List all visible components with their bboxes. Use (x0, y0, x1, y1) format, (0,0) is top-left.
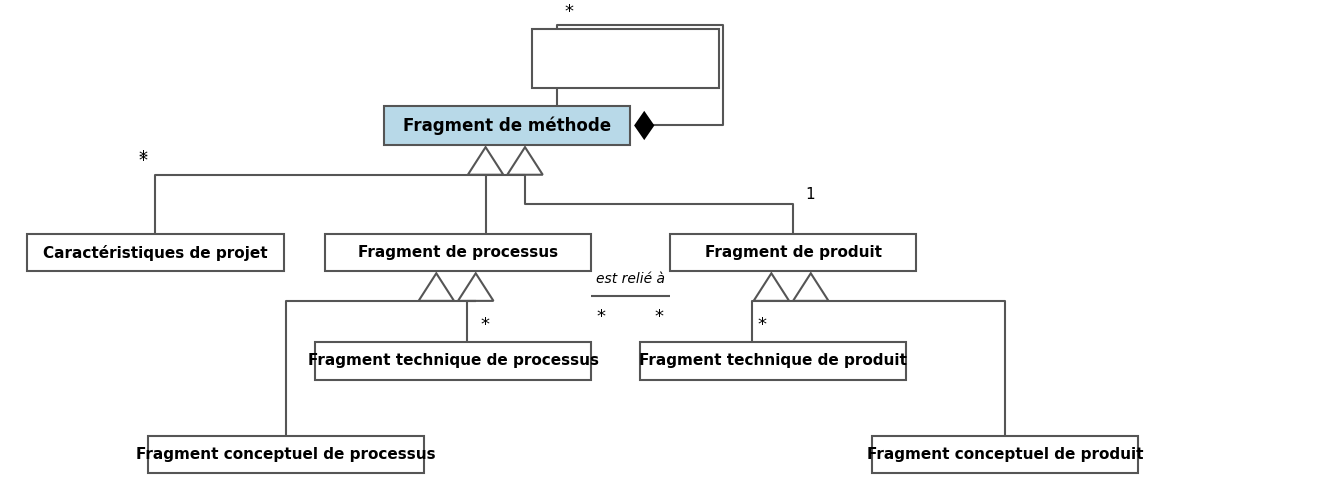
Text: *: * (655, 308, 664, 326)
Text: 1: 1 (804, 187, 815, 202)
Text: Fragment conceptuel de processus: Fragment conceptuel de processus (136, 447, 436, 462)
Text: Fragment conceptuel de produit: Fragment conceptuel de produit (867, 447, 1143, 462)
Text: est relié à: est relié à (596, 272, 664, 286)
Text: *: * (597, 308, 606, 326)
Text: Fragment technique de processus: Fragment technique de processus (308, 354, 598, 369)
Bar (872, 436, 1137, 473)
Bar (148, 436, 424, 473)
Text: Fragment technique de produit: Fragment technique de produit (639, 354, 908, 369)
Bar (316, 342, 590, 380)
Text: Caractéristiques de projet: Caractéristiques de projet (44, 245, 268, 260)
Bar (325, 234, 590, 271)
Text: *: * (139, 152, 148, 170)
Bar (641, 342, 906, 380)
Bar (532, 29, 719, 88)
Text: *: * (564, 3, 573, 21)
Text: *: * (757, 315, 766, 334)
Text: Fragment de processus: Fragment de processus (358, 245, 557, 260)
Text: *: * (481, 315, 490, 334)
Bar (384, 106, 630, 145)
Text: Fragment de produit: Fragment de produit (704, 245, 881, 260)
Text: Fragment de méthode: Fragment de méthode (403, 116, 612, 135)
Text: *: * (139, 149, 148, 167)
Bar (28, 234, 284, 271)
Bar (670, 234, 917, 271)
Polygon shape (635, 113, 653, 138)
